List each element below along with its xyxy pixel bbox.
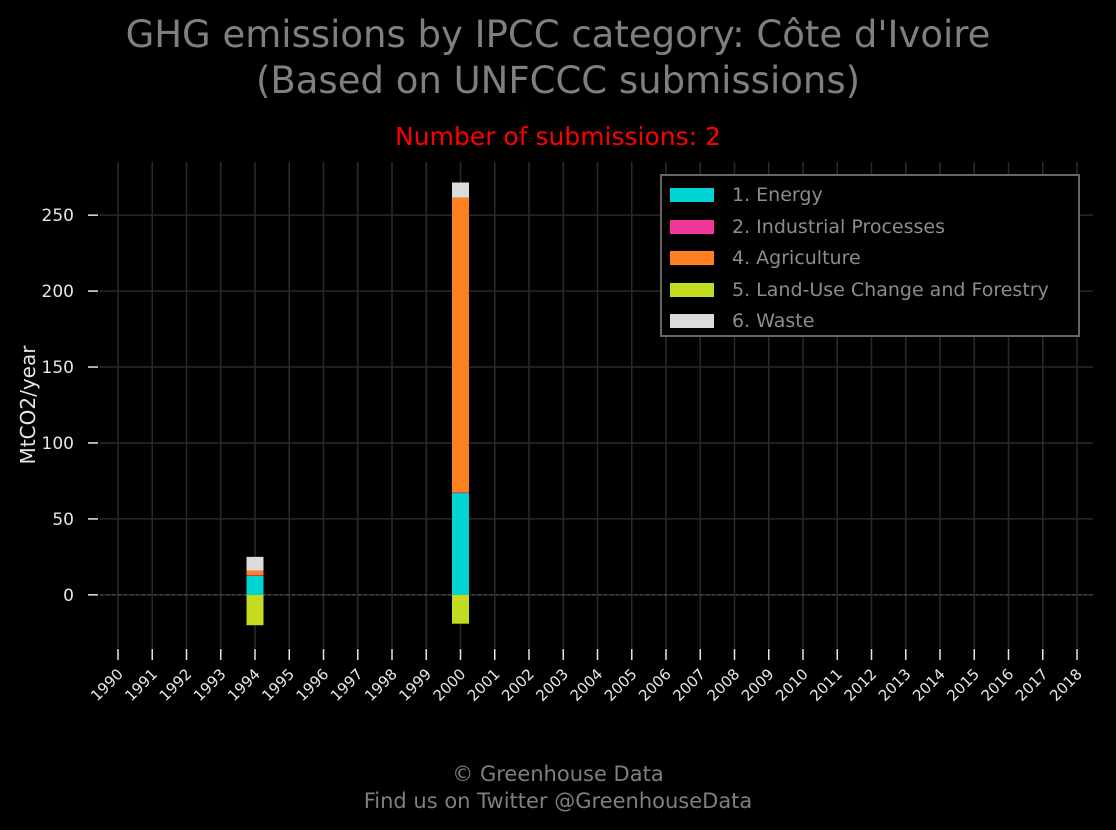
legend-swatch <box>670 251 714 265</box>
y-tick-label: 50 <box>52 510 74 530</box>
x-tick-label: 1997 <box>327 665 367 705</box>
legend-item: 2. Industrial Processes <box>670 214 945 240</box>
y-tick-label: 100 <box>42 434 74 454</box>
x-tick-label: 2018 <box>1046 665 1086 705</box>
bar-segment <box>246 594 264 626</box>
x-tick-label: 2006 <box>635 665 675 705</box>
x-tick-label: 1993 <box>190 665 230 705</box>
x-tick-label: 2008 <box>704 665 744 705</box>
legend-swatch <box>670 188 714 202</box>
x-tick-label: 2000 <box>430 665 470 705</box>
chart-title-line2: (Based on UNFCCC submissions) <box>255 59 861 102</box>
x-tick-label: 2005 <box>601 665 641 705</box>
legend-swatch <box>670 219 714 234</box>
emissions-chart: 0501001502002501990199119921993199419951… <box>16 162 1093 705</box>
x-tick-label: 1992 <box>156 665 196 705</box>
x-tick-label: 2002 <box>498 665 538 705</box>
legend-item: 5. Land-Use Change and Forestry <box>670 277 1049 303</box>
legend-swatch <box>670 314 714 328</box>
legend-label: 1. Energy <box>732 184 823 206</box>
legend-item: 4. Agriculture <box>670 245 861 271</box>
legend-swatch <box>670 282 714 297</box>
x-tick-label: 1994 <box>224 665 264 705</box>
bar-segment <box>452 594 469 624</box>
legend-label: 4. Agriculture <box>732 247 861 269</box>
y-tick-label: 0 <box>63 586 74 606</box>
bar-segment <box>452 197 469 493</box>
y-tick-label: 150 <box>42 358 74 378</box>
bar-segment <box>452 493 469 595</box>
footer-twitter: Find us on Twitter @GreenhouseData <box>363 789 753 813</box>
x-tick-label: 1990 <box>87 665 127 705</box>
bar-segment <box>246 575 264 576</box>
y-tick-label: 250 <box>42 206 74 226</box>
x-tick-label: 2014 <box>909 665 949 705</box>
bar-segment <box>246 556 264 571</box>
bar-segment <box>246 570 264 576</box>
bar-segment <box>452 492 469 494</box>
x-tick-label: 2003 <box>532 665 572 705</box>
x-tick-label: 2010 <box>772 665 812 705</box>
x-tick-label: 1998 <box>361 665 401 705</box>
x-tick-label: 1996 <box>293 665 333 705</box>
x-tick-label: 2013 <box>875 665 915 705</box>
bar-segment <box>246 575 264 595</box>
legend-item: 1. Energy <box>670 182 823 208</box>
x-tick-label: 2017 <box>1012 665 1052 705</box>
x-tick-label: 2009 <box>738 665 778 705</box>
x-tick-label: 1995 <box>258 665 298 705</box>
chart-legend: 1. Energy 2. Industrial Processes 4. Agric… <box>660 174 1080 337</box>
legend-label: 2. Industrial Processes <box>732 215 945 238</box>
x-tick-label: 2001 <box>464 665 504 705</box>
x-tick-label: 2004 <box>567 665 607 705</box>
x-tick-label: 2007 <box>669 665 709 705</box>
legend-item: 6. Waste <box>670 308 814 334</box>
x-tick-label: 2011 <box>806 665 846 705</box>
y-tick-label: 200 <box>42 282 74 302</box>
chart-subtitle: Number of submissions: 2 <box>395 122 721 151</box>
x-tick-label: 2015 <box>943 665 983 705</box>
footer-credit: © Greenhouse Data <box>452 762 664 786</box>
x-tick-label: 2012 <box>841 665 881 705</box>
x-tick-label: 1991 <box>121 665 161 705</box>
bar-segment <box>452 182 469 198</box>
chart-title-line1: GHG emissions by IPCC category: Côte d'I… <box>125 13 991 56</box>
legend-label: 6. Waste <box>732 310 815 332</box>
x-tick-label: 2016 <box>978 665 1018 705</box>
y-axis-label: MtCO2/year <box>16 345 40 465</box>
legend-label: 5. Land-Use Change and Forestry <box>732 278 1049 301</box>
x-tick-label: 1999 <box>395 665 435 705</box>
